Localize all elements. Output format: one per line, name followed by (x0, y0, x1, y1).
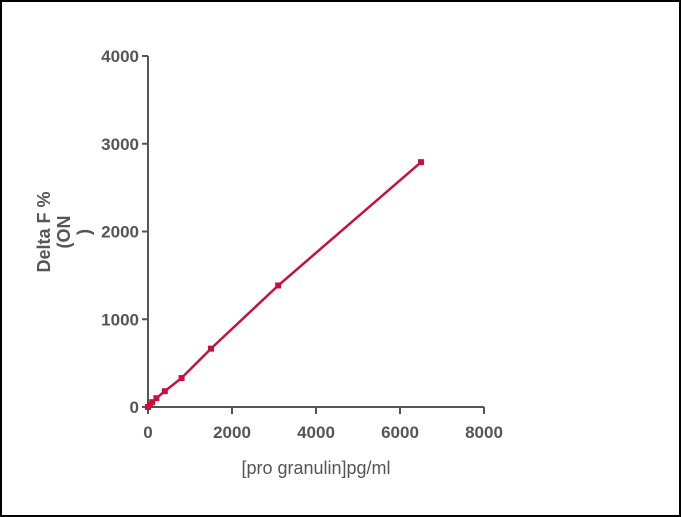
y-tick-label: 1000 (101, 310, 139, 329)
x-tick-label: 0 (143, 423, 152, 442)
data-point (161, 388, 168, 395)
y-tick-label: 3000 (101, 135, 139, 154)
y-axis: 0 1000 2000 3000 4000 (101, 47, 149, 417)
plot-area (145, 159, 424, 410)
y-axis-label: Delta F % (ON) (34, 191, 94, 272)
y-tick-label: 2000 (101, 223, 139, 242)
x-tick-label: 8000 (465, 423, 503, 442)
x-axis: 0 2000 4000 6000 8000 (143, 406, 503, 442)
y-tick-label: 4000 (101, 47, 139, 66)
data-point (153, 395, 160, 402)
data-point (149, 399, 156, 406)
y-tick-label: 0 (130, 398, 139, 417)
y-axis-label-line: (ON (54, 216, 74, 249)
x-tick-label: 2000 (213, 423, 251, 442)
data-point (418, 159, 424, 166)
data-point (208, 345, 214, 352)
data-point (275, 282, 282, 289)
y-axis-label-line: ) (74, 229, 94, 235)
data-point (178, 375, 185, 382)
series-line (147, 161, 422, 408)
y-axis-label-line: Delta F % (34, 191, 54, 272)
x-axis-label: [pro granulin]pg/ml (241, 458, 390, 478)
x-tick-label: 6000 (381, 423, 419, 442)
x-tick-label: 4000 (297, 423, 335, 442)
